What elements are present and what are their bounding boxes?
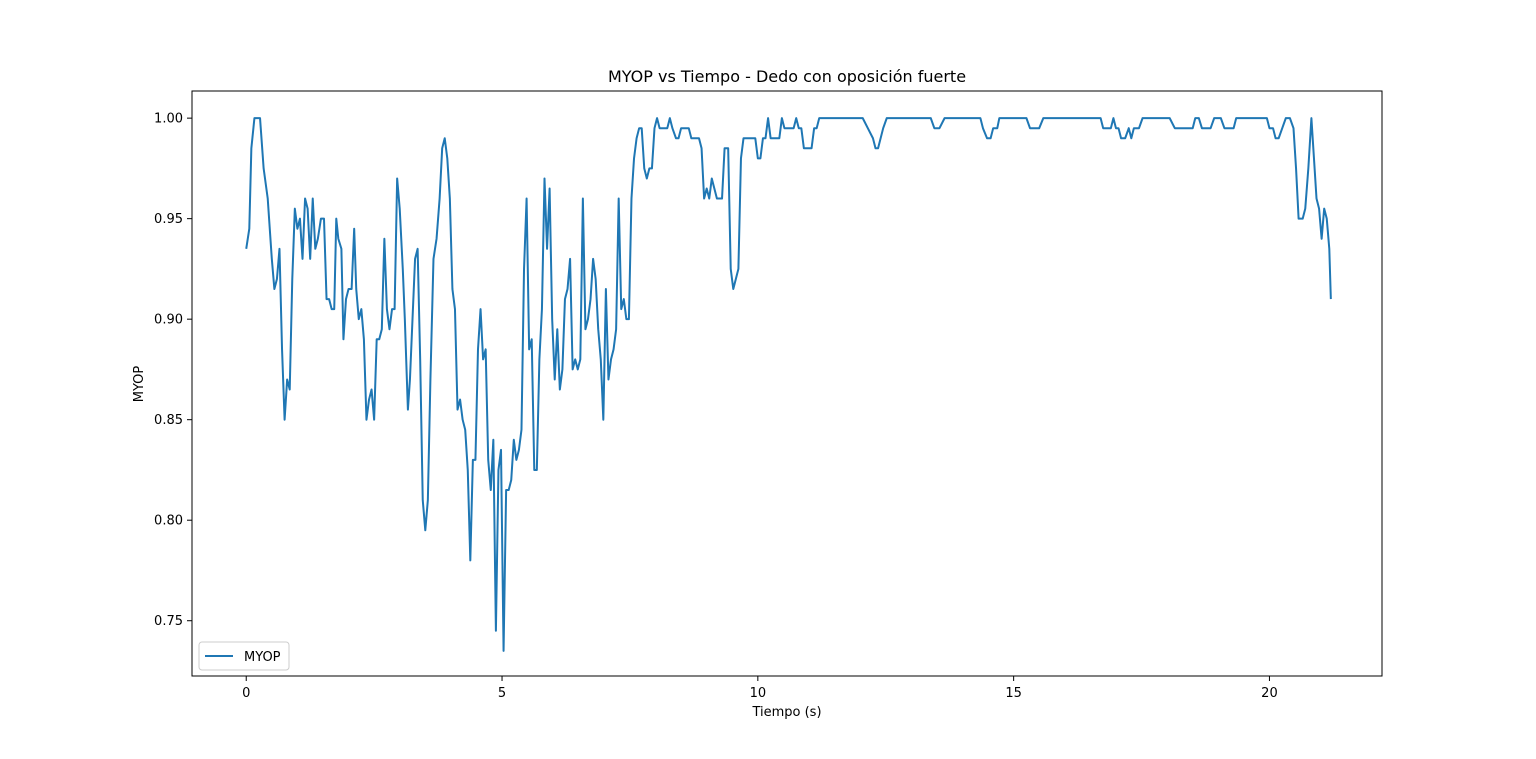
x-tick-label: 15: [1005, 686, 1022, 701]
legend-label-myop: MYOP: [244, 650, 281, 665]
y-axis-label: MYOP: [132, 366, 147, 403]
legend: MYOP: [198, 641, 290, 671]
x-tick-label: 20: [1261, 686, 1278, 701]
legend-box: [198, 641, 290, 671]
y-tick-label: 0.90: [154, 313, 183, 328]
y-tick-label: 0.85: [154, 413, 183, 428]
chart-title: MYOP vs Tiempo - Dedo con oposición fuer…: [608, 67, 966, 86]
y-axis: 0.75 0.80 0.85 0.90 0.95 1.00: [154, 112, 192, 629]
x-tick-label: 0: [242, 686, 250, 701]
y-tick-label: 0.95: [154, 212, 183, 227]
axes-frame: [191, 90, 1383, 677]
y-tick-label: 0.75: [154, 614, 183, 629]
x-tick-label: 5: [498, 686, 506, 701]
x-tick-label: 10: [750, 686, 767, 701]
y-tick-label: 0.80: [154, 514, 183, 529]
series-line-myop: [245, 117, 1332, 652]
plot-area: [245, 117, 1332, 652]
x-axis: 0 5 10 15 20: [242, 676, 1278, 701]
x-axis-label: Tiempo (s): [751, 705, 821, 720]
y-tick-label: 1.00: [154, 112, 183, 127]
